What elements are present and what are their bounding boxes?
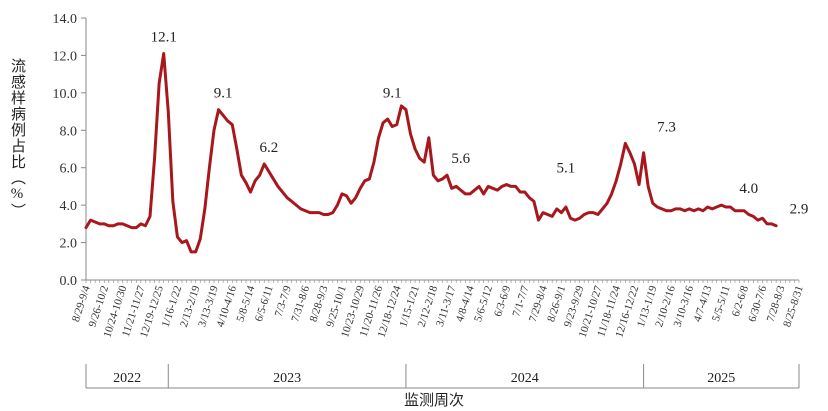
peak-value-label: 9.1 xyxy=(383,86,402,102)
year-axis: 2022 2023 2024 2025 xyxy=(85,364,800,389)
peak-value-label: 5.6 xyxy=(451,151,470,167)
year-label: 2024 xyxy=(511,371,539,386)
y-tick-label: 8.0 xyxy=(60,124,78,139)
peak-value-label: 12.1 xyxy=(151,30,177,46)
peak-value-label: 7.3 xyxy=(657,119,676,135)
y-axis-title: 流感样病例占比（%） xyxy=(9,58,25,219)
series-line-ili-percentage xyxy=(84,52,778,254)
y-tick-label: 10.0 xyxy=(53,87,78,102)
y-axis: 0.0 2.0 4.0 6.0 8.0 10.0 12.0 14.0 xyxy=(53,12,87,289)
year-label: 2025 xyxy=(707,371,735,386)
y-tick-label: 12.0 xyxy=(53,49,78,64)
peak-value-label: 4.0 xyxy=(739,181,758,197)
peak-value-label: 6.2 xyxy=(259,140,278,156)
y-tick-label: 2.0 xyxy=(60,237,78,252)
y-tick-label: 4.0 xyxy=(60,199,78,214)
year-label: 2022 xyxy=(113,371,141,386)
y-tick-label: 14.0 xyxy=(53,12,78,27)
peak-value-label: 2.9 xyxy=(790,202,809,218)
y-tick-label: 0.0 xyxy=(60,274,78,289)
peak-value-label: 9.1 xyxy=(214,86,233,102)
x-axis-title: 监测周次 xyxy=(404,393,465,409)
peak-annotations: 12.1 9.1 6.2 9.1 5.6 5.1 7.3 4.0 2.9 xyxy=(151,30,809,218)
peak-value-label: 5.1 xyxy=(557,161,576,177)
x-axis: 8/29-9/49/26-10/210/24-10/3011/21-11/271… xyxy=(70,279,806,339)
y-tick-label: 6.0 xyxy=(60,162,78,177)
year-label: 2023 xyxy=(273,371,301,386)
